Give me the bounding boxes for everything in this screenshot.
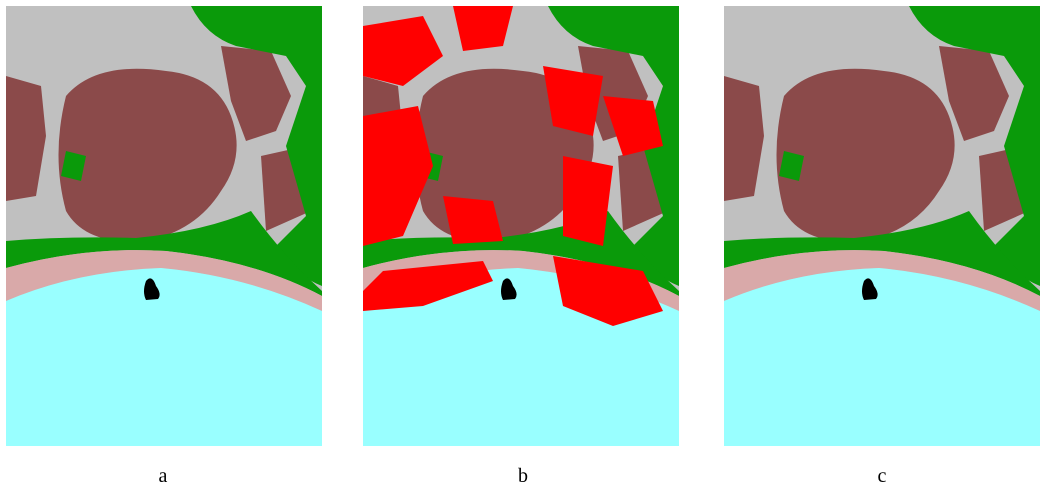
panel-label: a — [159, 465, 168, 487]
panel-a — [6, 6, 322, 446]
panel-b — [363, 6, 679, 446]
figure: a b c — [0, 0, 1046, 493]
panel-c — [724, 6, 1040, 446]
figure-canvas: a b c — [0, 0, 1046, 493]
panel-label: c — [878, 465, 887, 487]
panel-label: b — [518, 465, 528, 487]
